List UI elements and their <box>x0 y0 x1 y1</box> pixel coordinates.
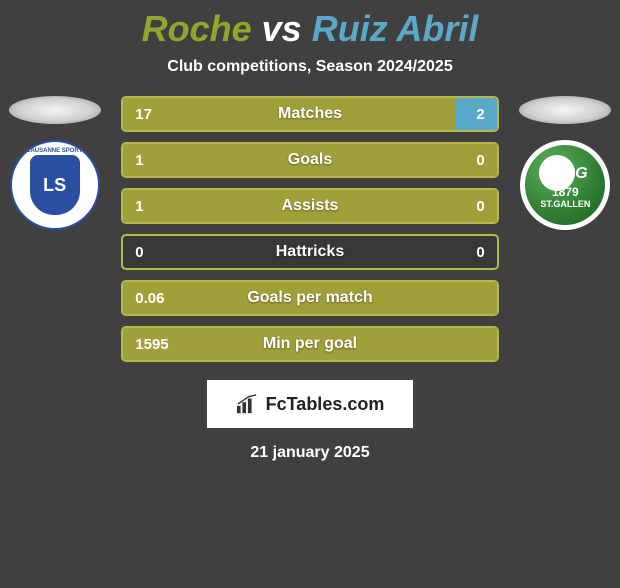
left-club-top-text: LAUSANNE SPORT <box>12 148 98 154</box>
stats-column: 17Matches21Goals01Assists00Hattricks00.0… <box>121 96 498 362</box>
stat-row: 0Hattricks0 <box>121 234 498 270</box>
stat-row: 1Assists0 <box>121 188 498 224</box>
stat-label: Assists <box>123 190 496 222</box>
stat-value-right: 0 <box>464 144 496 176</box>
stat-row: 1Goals0 <box>121 142 498 178</box>
player2-name: Ruiz Abril <box>312 8 479 49</box>
stat-value-right <box>473 282 497 314</box>
comparison-content: LAUSANNE SPORT LS 17Matches2 1Goals0 1Assi… <box>0 96 620 362</box>
branding-text: FcTables.com <box>266 394 385 415</box>
stat-value-right <box>473 328 497 360</box>
stat-label: Goals per match <box>123 282 496 314</box>
right-club-city: ST.GALLEN <box>525 199 605 209</box>
subtitle: Club competitions, Season 2024/2025 <box>0 58 620 76</box>
stat-row: 0.06Goals per match <box>121 280 498 316</box>
stat-label: Hattricks <box>123 236 496 268</box>
left-club-shield: LS <box>30 155 80 215</box>
right-club-year: 1879 <box>525 185 605 199</box>
date-text: 21 january 2025 <box>0 444 620 462</box>
vs-text: vs <box>262 8 302 49</box>
stat-value-right: 0 <box>464 190 496 222</box>
player1-silhouette <box>9 96 101 124</box>
chart-icon <box>236 394 258 414</box>
left-club-logo: LAUSANNE SPORT LS <box>10 140 100 230</box>
right-club-abbr: FCSG <box>525 165 605 183</box>
stat-value-right: 2 <box>464 98 496 130</box>
stat-label: Matches <box>123 98 496 130</box>
stat-row: 17Matches2 <box>121 96 498 132</box>
stat-label: Goals <box>123 144 496 176</box>
left-side: LAUSANNE SPORT LS <box>0 96 109 230</box>
stat-row: 1595Min per goal <box>121 326 498 362</box>
branding-box: FcTables.com <box>205 378 415 430</box>
player1-name: Roche <box>142 8 252 49</box>
right-side: FCSG 1879 ST.GALLEN <box>511 96 620 230</box>
player2-silhouette <box>519 96 611 124</box>
stat-label: Min per goal <box>123 328 496 360</box>
stat-value-right: 0 <box>464 236 496 268</box>
page-title: Roche vs Ruiz Abril <box>0 8 620 50</box>
right-club-logo: FCSG 1879 ST.GALLEN <box>520 140 610 230</box>
